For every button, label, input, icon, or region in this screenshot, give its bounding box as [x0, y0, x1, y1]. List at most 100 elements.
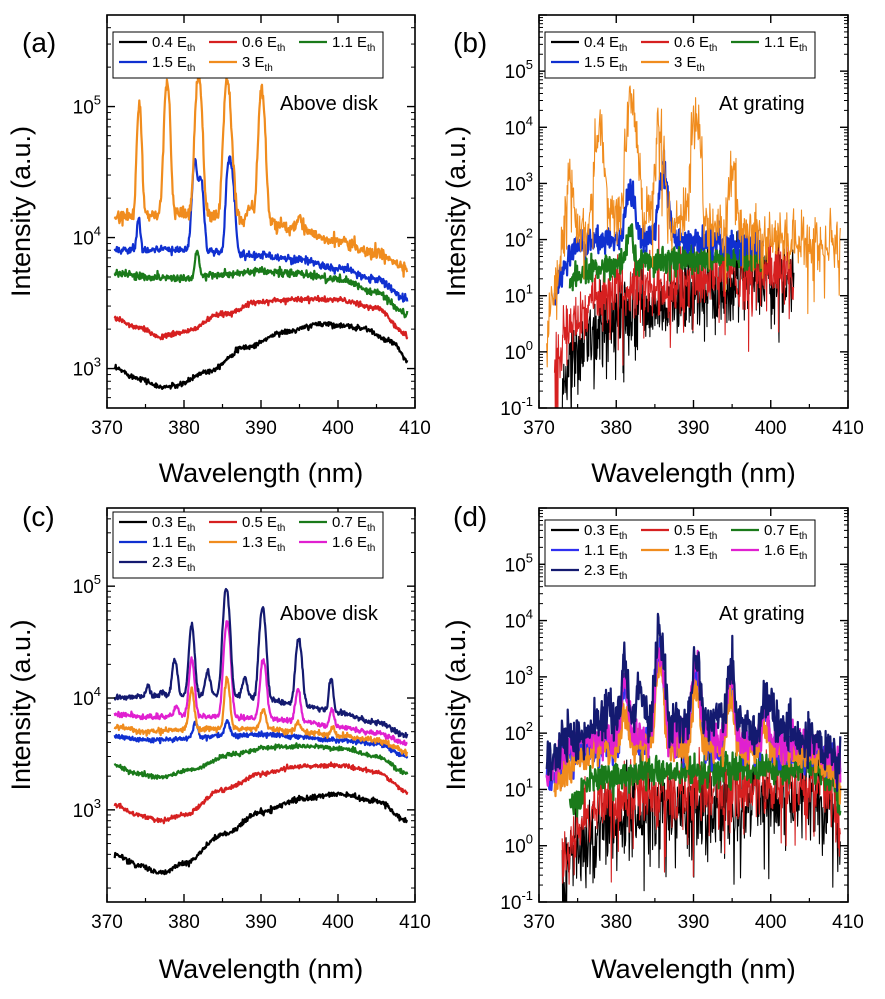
series-line-1: [561, 746, 841, 885]
series-line-2: [568, 223, 765, 292]
x-tick-label: 370: [91, 912, 123, 933]
x-tick-label: 380: [168, 912, 200, 933]
x-tick-label: 400: [322, 418, 354, 439]
y-tick-label: 104: [505, 607, 533, 633]
x-tick-label: 370: [91, 418, 123, 439]
panel-b: 370 380 390 400 410 10-1 100 101 102 103 104 105 Wav…: [441, 14, 864, 488]
plot-area: [113, 74, 409, 390]
legend-box: [544, 31, 816, 79]
legend-label: 3 Eth: [242, 54, 273, 74]
y-tick-label: 10-1: [500, 394, 533, 420]
legend-label: 0.5 Eth: [674, 522, 717, 542]
x-axis-label: Wavelength (nm): [159, 458, 364, 488]
y-axis-label: Intensity (a.u.): [6, 619, 36, 790]
x-tick-label: 380: [600, 418, 632, 439]
y-tick-label: 105: [73, 93, 101, 119]
x-tick-label: 370: [523, 418, 555, 439]
x-tick-label: 410: [832, 912, 864, 933]
plot-area: [113, 587, 409, 876]
series-line-0: [113, 791, 409, 876]
x-tick-label: 400: [322, 912, 354, 933]
legend-label: 0.6 Eth: [242, 34, 285, 54]
legend-label: 1.3 Eth: [674, 542, 717, 562]
legend-label: 1.3 Eth: [242, 534, 285, 554]
legend-label: 1.1 Eth: [152, 534, 195, 554]
series-line-4: [546, 85, 841, 368]
y-axis-label: Intensity (a.u.): [441, 619, 471, 790]
panel-annotation: At grating: [719, 93, 805, 115]
panel-d: 370 380 390 400 410 10-1 100 101 102 103 104 105 Wav…: [441, 501, 864, 984]
legend-label: 1.6 Eth: [332, 534, 375, 554]
x-tick-label: 380: [600, 912, 632, 933]
y-tick-label: 104: [505, 113, 533, 139]
panel-annotation: Above disk: [280, 93, 379, 115]
legend-box: [544, 519, 816, 587]
legend-label: 0.3 Eth: [584, 522, 627, 542]
panel-annotation: At grating: [719, 603, 805, 625]
y-axis-label: Intensity (a.u.): [441, 126, 471, 297]
x-tick-label: 380: [168, 418, 200, 439]
legend-label: 1.6 Eth: [764, 542, 807, 562]
x-tick-label: 410: [399, 912, 431, 933]
series-line-2: [568, 745, 842, 818]
series-line-4: [113, 675, 409, 757]
y-tick-label: 102: [505, 719, 533, 745]
panel-c: 370 380 390 400 410 103 104 105 Wavelength (nm) I…: [6, 501, 431, 984]
y-tick-label: 105: [505, 57, 533, 83]
y-tick-label: 101: [505, 775, 533, 801]
legend-box: [112, 31, 384, 79]
x-tick-label: 400: [755, 912, 787, 933]
panel-annotation: Above disk: [280, 603, 379, 625]
y-tick-label: 101: [505, 282, 533, 308]
series-line-3: [553, 149, 765, 306]
legend-label: 1.1 Eth: [332, 34, 375, 54]
y-tick-label: 103: [73, 355, 101, 381]
plot-area: [545, 612, 842, 902]
legend-box: [112, 511, 384, 579]
x-tick-label: 390: [678, 418, 710, 439]
legend-label: 1.1 Eth: [584, 542, 627, 562]
legend-label: 2.3 Eth: [152, 554, 195, 574]
panel-tag: (d): [453, 501, 487, 532]
legend-label: 0.3 Eth: [152, 514, 195, 534]
series-line-3: [113, 155, 409, 303]
series-line-4: [113, 74, 409, 278]
legend-label: 1.5 Eth: [152, 54, 195, 74]
x-tick-label: 390: [245, 418, 277, 439]
plot-area: [546, 85, 841, 408]
x-tick-label: 410: [832, 418, 864, 439]
y-axis-label: Intensity (a.u.): [6, 126, 36, 297]
legend-label: 3 Eth: [674, 54, 705, 74]
x-tick-label: 370: [523, 912, 555, 933]
legend-label: 0.4 Eth: [584, 34, 627, 54]
y-tick-label: 10-1: [500, 888, 533, 914]
y-tick-label: 105: [505, 550, 533, 576]
series-line-6: [113, 587, 409, 739]
legend-label: 2.3 Eth: [584, 562, 627, 582]
x-axis-label: Wavelength (nm): [591, 458, 796, 488]
legend-label: 0.7 Eth: [764, 522, 807, 542]
x-axis-label: Wavelength (nm): [591, 954, 796, 984]
series-line-0: [113, 321, 409, 390]
x-tick-label: 390: [678, 912, 710, 933]
legend-label: 0.6 Eth: [674, 34, 717, 54]
y-tick-label: 103: [73, 796, 101, 822]
series-line-1: [113, 761, 409, 825]
x-tick-label: 400: [755, 418, 787, 439]
series-line-3: [113, 719, 409, 759]
legend-label: 1.1 Eth: [764, 34, 807, 54]
series-line-5: [113, 620, 408, 747]
series-line-2: [113, 742, 409, 780]
panel-tag: (a): [22, 27, 56, 58]
legend-label: 0.7 Eth: [332, 514, 375, 534]
panel-tag: (b): [453, 27, 487, 58]
legend-label: 0.4 Eth: [152, 34, 195, 54]
y-tick-label: 103: [505, 663, 533, 689]
panel-tag: (c): [22, 501, 55, 532]
series-line-1: [113, 294, 409, 341]
y-tick-label: 100: [505, 832, 533, 858]
series-line-2: [113, 249, 409, 319]
y-tick-label: 100: [505, 338, 533, 364]
x-tick-label: 410: [399, 418, 431, 439]
